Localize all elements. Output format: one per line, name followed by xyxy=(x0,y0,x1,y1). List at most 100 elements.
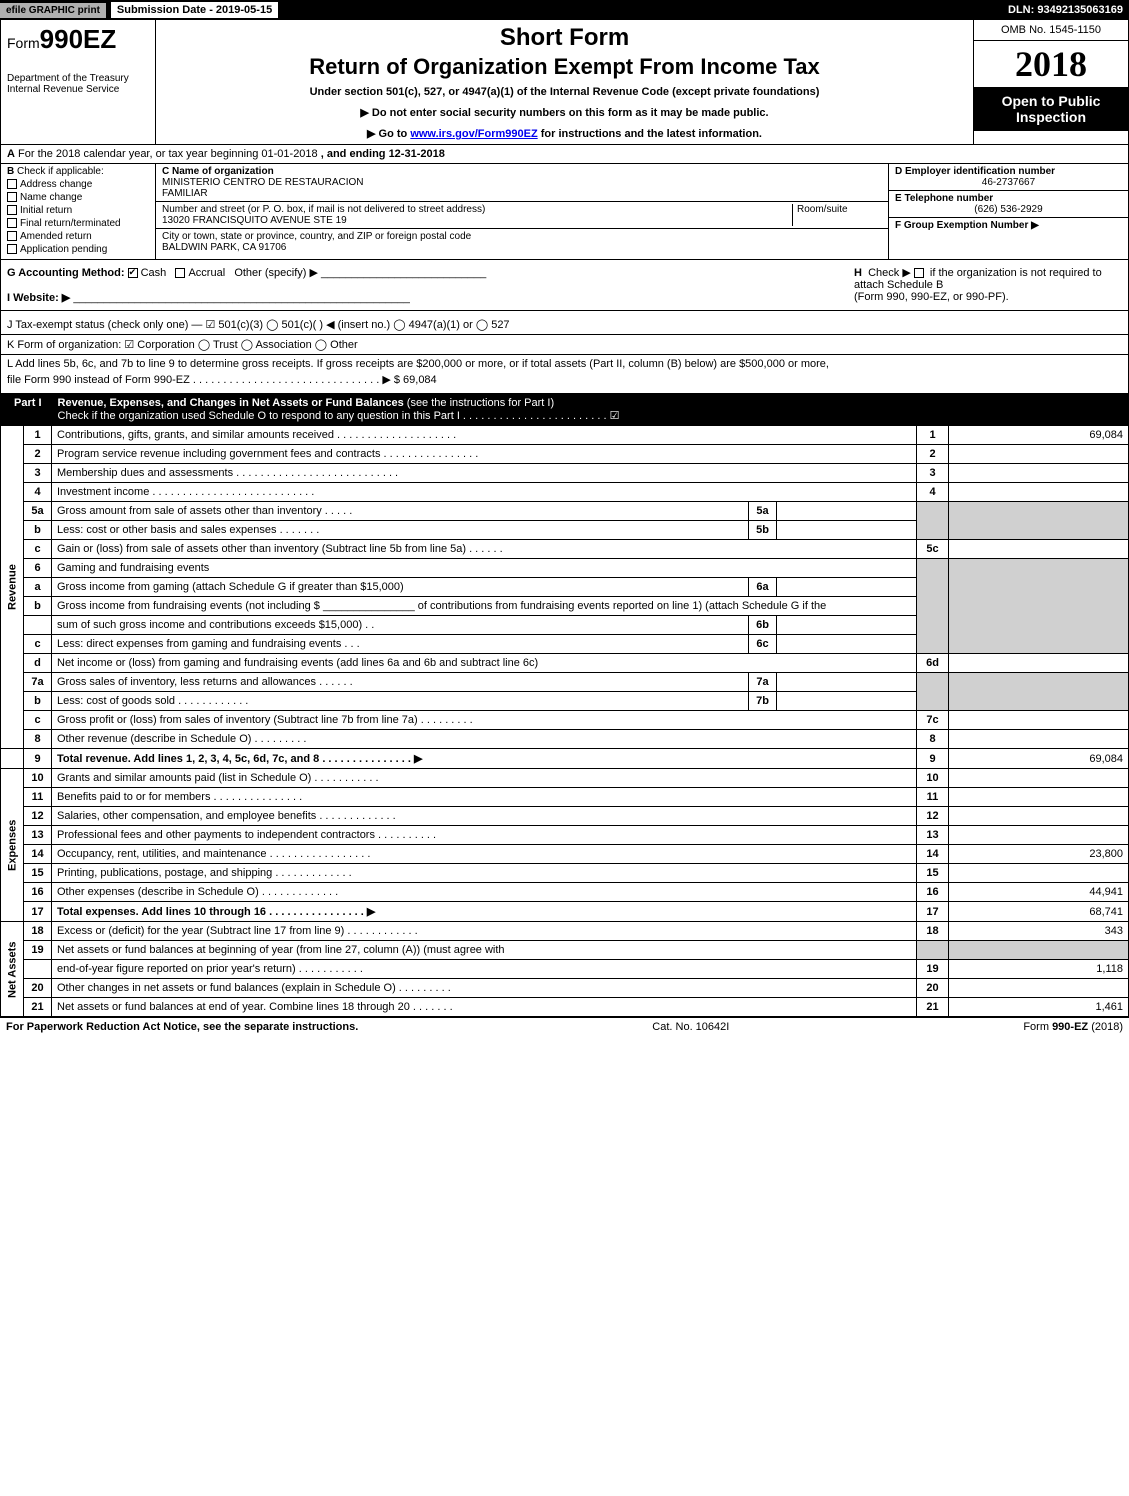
ln14-ln: 14 xyxy=(917,845,949,864)
addr-label: Number and street (or P. O. box, if mail… xyxy=(162,204,792,215)
side-netassets: Net Assets xyxy=(1,922,24,1017)
cb-name-change[interactable]: Name change xyxy=(7,192,149,203)
under-section: Under section 501(c), 527, or 4947(a)(1)… xyxy=(162,86,967,98)
cb-schedule-b[interactable] xyxy=(914,268,924,278)
cb-initial-return[interactable]: Initial return xyxy=(7,205,149,216)
ln8-desc: Other revenue (describe in Schedule O) .… xyxy=(52,730,917,749)
ln9-amt: 69,084 xyxy=(949,749,1129,769)
form-header: Form990EZ Department of the Treasury Int… xyxy=(0,20,1129,145)
ln3-desc: Membership dues and assessments . . . . … xyxy=(52,464,917,483)
table-row: 6 Gaming and fundraising events xyxy=(1,559,1129,578)
table-row: 8 Other revenue (describe in Schedule O)… xyxy=(1,730,1129,749)
ln4-amt xyxy=(949,483,1129,502)
ln18-num: 18 xyxy=(24,922,52,941)
ln6b-num: b xyxy=(24,597,52,616)
ln13-ln: 13 xyxy=(917,826,949,845)
table-row: 3 Membership dues and assessments . . . … xyxy=(1,464,1129,483)
dln: DLN: 93492135063169 xyxy=(1002,2,1129,18)
side-expenses: Expenses xyxy=(1,769,24,922)
part1-header: Part I Revenue, Expenses, and Changes in… xyxy=(0,394,1129,425)
ln5a-subval xyxy=(777,502,917,521)
i-website-label: I Website: ▶ xyxy=(7,292,70,304)
ln6a-subval xyxy=(777,578,917,597)
part1-title: Revenue, Expenses, and Changes in Net As… xyxy=(58,397,407,409)
cb-amended-return[interactable]: Amended return xyxy=(7,231,149,242)
ln6c-desc: Less: direct expenses from gaming and fu… xyxy=(52,635,749,654)
ln7b-desc: Less: cost of goods sold . . . . . . . .… xyxy=(52,692,749,711)
ln16-ln: 16 xyxy=(917,883,949,902)
city-label: City or town, state or province, country… xyxy=(162,231,882,242)
line-j: J Tax-exempt status (check only one) — ☑… xyxy=(7,318,1122,331)
ln3-num: 3 xyxy=(24,464,52,483)
cb-accrual[interactable] xyxy=(175,268,185,278)
ln10-amt xyxy=(949,769,1129,788)
table-row: 9 Total revenue. Add lines 1, 2, 3, 4, 5… xyxy=(1,749,1129,769)
goto-line: ▶ Go to www.irs.gov/Form990EZ for instru… xyxy=(162,127,967,140)
ln1-num: 1 xyxy=(24,426,52,445)
table-row: 12 Salaries, other compensation, and emp… xyxy=(1,807,1129,826)
grey-19-amt xyxy=(949,941,1129,960)
col-c: C Name of organization MINISTERIO CENTRO… xyxy=(156,164,888,259)
ln6b2-desc: sum of such gross income and contributio… xyxy=(52,616,749,635)
h-check: Check ▶ xyxy=(868,267,911,279)
line-l2: file Form 990 instead of Form 990-EZ . .… xyxy=(7,373,1122,386)
line-k: K Form of organization: ☑ Corporation ◯ … xyxy=(7,338,1122,351)
grey-19 xyxy=(917,941,949,960)
irs-link[interactable]: www.irs.gov/Form990EZ xyxy=(410,128,537,140)
g-label: G Accounting Method: xyxy=(7,267,125,279)
ln7c-ln: 7c xyxy=(917,711,949,730)
form-number: Form990EZ xyxy=(7,24,149,55)
ln7c-amt xyxy=(949,711,1129,730)
ln6d-desc: Net income or (loss) from gaming and fun… xyxy=(52,654,917,673)
goto-post: for instructions and the latest informat… xyxy=(538,128,762,140)
ln6c-sub: 6c xyxy=(749,635,777,654)
ln7a-desc: Gross sales of inventory, less returns a… xyxy=(52,673,749,692)
footer-right: Form 990-EZ (2018) xyxy=(1023,1021,1123,1033)
calendar-year-text: For the 2018 calendar year, or tax year … xyxy=(18,148,318,160)
cb-application-pending[interactable]: Application pending xyxy=(7,244,149,255)
ln9-desc: Total revenue. Add lines 1, 2, 3, 4, 5c,… xyxy=(52,749,917,769)
ln1-desc: Contributions, gifts, grants, and simila… xyxy=(52,426,917,445)
ln12-desc: Salaries, other compensation, and employ… xyxy=(52,807,917,826)
cb-address-change[interactable]: Address change xyxy=(7,179,149,190)
ln7c-num: c xyxy=(24,711,52,730)
omb-number: OMB No. 1545-1150 xyxy=(974,20,1128,41)
ln8-amt xyxy=(949,730,1129,749)
ln4-num: 4 xyxy=(24,483,52,502)
ln6c-num: c xyxy=(24,635,52,654)
cb-cash[interactable] xyxy=(128,268,138,278)
ln19b-desc: end-of-year figure reported on prior yea… xyxy=(52,960,917,979)
label-a: A xyxy=(7,148,15,160)
f-label: F Group Exemption Number ▶ xyxy=(895,220,1122,231)
ln11-desc: Benefits paid to or for members . . . . … xyxy=(52,788,917,807)
ln5b-subval xyxy=(777,521,917,540)
cb-application-pending-label: Application pending xyxy=(20,244,107,255)
line-l1: L Add lines 5b, 6c, and 7b to line 9 to … xyxy=(7,358,1122,370)
dept-treasury: Department of the Treasury xyxy=(7,73,149,84)
ln8-ln: 8 xyxy=(917,730,949,749)
ln15-ln: 15 xyxy=(917,864,949,883)
ln16-amt: 44,941 xyxy=(949,883,1129,902)
cb-final-return[interactable]: Final return/terminated xyxy=(7,218,149,229)
ln21-ln: 21 xyxy=(917,998,949,1017)
ln2-ln: 2 xyxy=(917,445,949,464)
col-g: G Accounting Method: Cash Accrual Other … xyxy=(1,260,848,310)
ln11-amt xyxy=(949,788,1129,807)
ln6-desc: Gaming and fundraising events xyxy=(52,559,917,578)
do-not-enter-ssn: ▶ Do not enter social security numbers o… xyxy=(162,106,967,119)
ln5c-num: c xyxy=(24,540,52,559)
table-row: end-of-year figure reported on prior yea… xyxy=(1,960,1129,979)
ln20-amt xyxy=(949,979,1129,998)
c-label: C Name of organization xyxy=(162,166,882,177)
ln20-desc: Other changes in net assets or fund bala… xyxy=(52,979,917,998)
ln11-ln: 11 xyxy=(917,788,949,807)
ln14-desc: Occupancy, rent, utilities, and maintena… xyxy=(52,845,917,864)
city-row: City or town, state or province, country… xyxy=(156,229,888,255)
ln5a-sub: 5a xyxy=(749,502,777,521)
ln5c-desc: Gain or (loss) from sale of assets other… xyxy=(52,540,917,559)
ln16-desc: Other expenses (describe in Schedule O) … xyxy=(52,883,917,902)
efile-print-button[interactable]: efile GRAPHIC print xyxy=(0,3,106,18)
section-bcd: B Check if applicable: Address change Na… xyxy=(0,164,1129,260)
top-left: efile GRAPHIC print Submission Date - 20… xyxy=(0,1,279,19)
ln10-desc: Grants and similar amounts paid (list in… xyxy=(52,769,917,788)
